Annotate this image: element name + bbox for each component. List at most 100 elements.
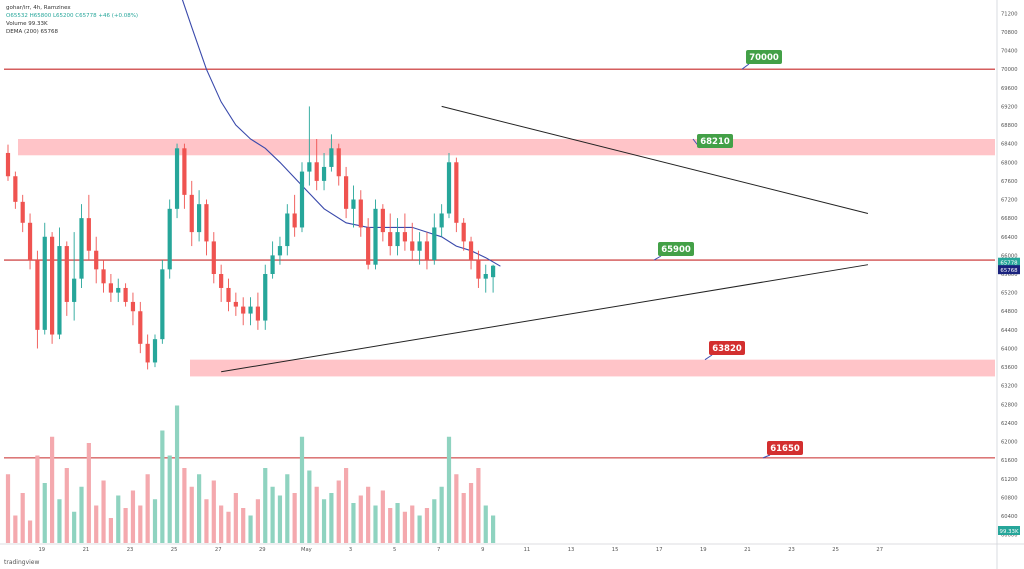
candle-body [461, 222, 466, 242]
x-tick-label: 3 [349, 547, 352, 553]
volume-bar [64, 468, 69, 543]
volume-bar [5, 474, 11, 543]
level-badge [658, 242, 694, 256]
candle-body [432, 227, 437, 261]
volume-bar [145, 474, 150, 543]
candle-body [366, 227, 371, 265]
volume-bar [20, 493, 25, 543]
volume-bar [167, 455, 172, 543]
candle-body [483, 274, 488, 279]
level-badge-label: 68210 [700, 137, 730, 147]
volume-bar [270, 486, 275, 543]
y-tick-label: 63200 [1001, 384, 1018, 390]
volume-bar [380, 490, 385, 543]
candle-body [160, 269, 165, 340]
candle-body [64, 246, 69, 302]
candle-body [491, 265, 496, 278]
x-tick-label: 25 [171, 547, 178, 553]
candle-body [424, 241, 430, 261]
volume-bar [277, 495, 283, 543]
volume-bar [439, 486, 444, 543]
badge-leader [704, 354, 713, 361]
candle-body [226, 287, 231, 302]
volume-bar [395, 503, 400, 543]
y-tick-label: 67200 [1001, 198, 1018, 204]
y-tick-label: 66000 [1001, 253, 1018, 259]
legend-volume: Volume 99.33K [6, 21, 48, 27]
volume-bar [72, 511, 77, 543]
price-zone [190, 359, 995, 377]
candle-body [50, 236, 55, 335]
candle-body [189, 194, 194, 233]
badge-leader [653, 255, 662, 261]
volume-bar [461, 493, 466, 543]
x-tick-label: 15 [612, 547, 619, 553]
x-tick-label: 21 [83, 547, 90, 553]
volume-bar [27, 520, 33, 543]
y-tick-label: 68800 [1001, 123, 1018, 129]
level-badge [709, 341, 745, 355]
y-tick-label: 66400 [1001, 235, 1018, 241]
volume-bar [255, 499, 260, 543]
x-tick-label: 13 [568, 547, 575, 553]
axis-price-badge [998, 265, 1020, 275]
volume-bar [351, 503, 356, 543]
price-zone [18, 139, 995, 156]
candle-body [145, 343, 150, 363]
candle-body [197, 204, 202, 233]
y-tick-label: 65600 [1001, 272, 1018, 278]
candle-body [35, 260, 40, 330]
volume-bar [307, 470, 312, 543]
volume-bar [336, 480, 341, 543]
volume-bar [233, 493, 238, 543]
volume-bar [248, 515, 253, 543]
candle-body [299, 171, 305, 228]
volume-bar [417, 515, 422, 543]
y-tick-label: 61600 [1001, 458, 1018, 464]
candle-body [285, 213, 290, 247]
candle-body [94, 250, 99, 270]
candle-body [263, 274, 268, 321]
volume-bar [211, 480, 216, 543]
axis-price-badge-label: 99.33K [1000, 529, 1019, 535]
level-badge-label: 65900 [661, 245, 691, 255]
volume-bar [424, 508, 430, 543]
volume-bar [388, 508, 393, 543]
candle-body [138, 311, 143, 344]
y-tick-label: 60400 [1001, 514, 1018, 520]
volume-bar [373, 505, 378, 543]
candle-body [329, 148, 334, 167]
x-tick-label: 27 [215, 547, 222, 553]
volume-bar [476, 468, 481, 543]
volume-bar [13, 515, 18, 543]
candle-body [277, 246, 283, 256]
y-tick-label: 70400 [1001, 49, 1018, 55]
volume-bar [123, 508, 128, 543]
candle-body [211, 241, 216, 274]
legend-dema: DEMA (200) 65768 [6, 29, 59, 35]
volume-bar [94, 505, 99, 543]
y-tick-label: 69200 [1001, 104, 1018, 110]
candle-body [79, 218, 84, 279]
x-tick-label: 23 [127, 547, 134, 553]
volume-bar [263, 468, 268, 543]
candle-body [204, 204, 209, 242]
badge-leader [762, 454, 771, 459]
candle-body [402, 232, 407, 242]
y-tick-label: 68400 [1001, 142, 1018, 148]
candle-body [248, 306, 253, 314]
volume-bar [197, 474, 202, 543]
candle-body [152, 339, 158, 363]
volume-bar [366, 486, 371, 543]
volume-bar [344, 468, 349, 543]
volume-bar [108, 518, 113, 543]
x-tick-label: 21 [744, 547, 751, 553]
volume-bar [152, 499, 158, 543]
candle-body [13, 176, 18, 202]
x-tick-label: 23 [788, 547, 795, 553]
candle-body [307, 162, 312, 172]
candle-body [373, 208, 378, 265]
volume-bar [491, 515, 496, 543]
candle-body [395, 232, 400, 247]
